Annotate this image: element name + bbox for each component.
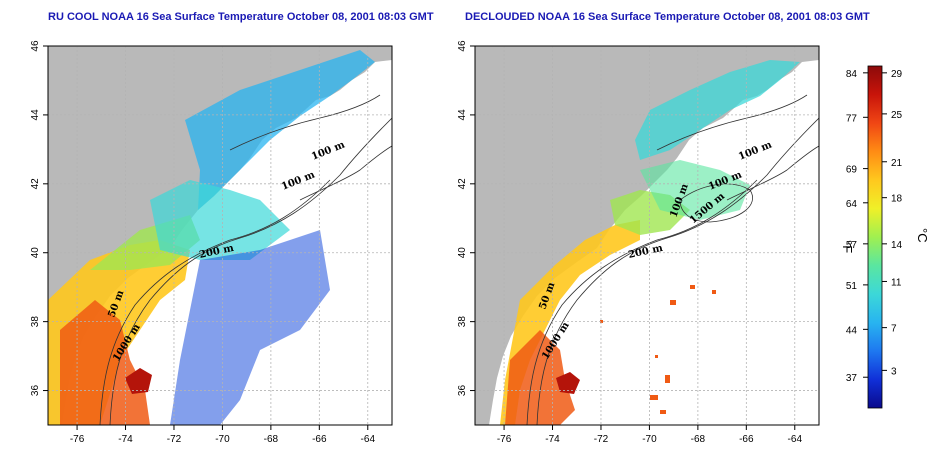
celsius-tick-label: 3	[891, 366, 897, 377]
celsius-tick-label: 11	[891, 277, 902, 288]
celsius-unit-label: °C	[915, 228, 930, 243]
left-x-tick-label: -66	[312, 434, 327, 445]
celsius-tick-label: 18	[891, 194, 903, 205]
right-map-contours	[526, 94, 819, 425]
right-y-tick-label: 44	[457, 109, 468, 121]
right-x-tick-label: -66	[739, 434, 754, 445]
right-x-tick-label: -64	[788, 434, 803, 445]
right-y-tick-label: 46	[457, 40, 468, 52]
left-y-tick-label: 38	[30, 316, 41, 328]
fahrenheit-tick-label: 57	[846, 240, 858, 251]
left-map-sst-blue	[170, 230, 330, 425]
celsius-tick-label: 21	[891, 158, 903, 169]
left-map-sst-hot	[60, 300, 150, 425]
left-x-tick-label: -74	[118, 434, 133, 445]
fahrenheit-tick-label: 84	[846, 69, 858, 80]
left-map-axis-ticks: -76 -74 -72 -70 -68 -66 -64 36 38 40 42 44 46	[30, 40, 375, 445]
right-map-sst-cool2	[640, 160, 750, 220]
right-map-sst-patches	[600, 285, 716, 414]
right-map-grid	[475, 46, 819, 425]
colorbar-ticks: 84 77 69 64 57 51 44 37 29 25 21 18 14 11 7 3	[846, 69, 903, 384]
celsius-tick-label: 29	[891, 69, 903, 80]
right-map-land	[475, 46, 819, 425]
left-map-contours	[99, 94, 392, 425]
left-y-tick-label: 40	[30, 247, 41, 259]
right-y-tick-label: 40	[457, 247, 468, 259]
fahrenheit-tick-label: 44	[846, 325, 858, 336]
right-x-tick-label: -68	[691, 434, 706, 445]
colorbar-gradient	[867, 65, 883, 409]
left-map-grid	[48, 46, 392, 425]
left-map-sst-cool	[185, 50, 375, 210]
celsius-tick-label: 14	[891, 240, 903, 251]
right-x-tick-label: -70	[642, 434, 657, 445]
right-x-tick-label: -72	[594, 434, 609, 445]
right-y-tick-label: 42	[457, 178, 468, 190]
left-map-land	[48, 46, 392, 425]
left-x-tick-label: -70	[215, 434, 230, 445]
left-x-tick-label: -72	[167, 434, 182, 445]
right-y-tick-label: 38	[457, 316, 468, 328]
left-map-title: RU COOL NOAA 16 Sea Surface Temperature …	[48, 11, 434, 23]
right-map-frame	[474, 45, 820, 426]
fahrenheit-tick-label: 77	[846, 113, 858, 124]
left-y-tick-label: 36	[30, 385, 41, 397]
left-x-tick-label: -68	[264, 434, 279, 445]
left-x-tick-label: -76	[70, 434, 85, 445]
right-map: 100 m 100 m 100 m 200 m 50 m 1000 m 1500…	[457, 40, 820, 445]
colorbar: 84 77 69 64 57 51 44 37 29 25 21 18 14 11 7 3 °F °C	[840, 65, 930, 409]
right-map-sst-hot	[505, 330, 575, 425]
fahrenheit-tick-label: 37	[846, 373, 858, 384]
left-x-tick-label: -64	[361, 434, 376, 445]
celsius-tick-label: 25	[891, 110, 903, 121]
right-map-sst-hotspot	[556, 372, 580, 394]
left-y-tick-label: 42	[30, 178, 41, 190]
left-y-tick-label: 44	[30, 109, 41, 121]
fahrenheit-tick-label: 64	[846, 199, 858, 210]
right-map-sst-cool	[635, 60, 800, 160]
right-x-tick-label: -74	[545, 434, 560, 445]
right-y-tick-label: 36	[457, 385, 468, 397]
right-x-tick-label: -76	[497, 434, 512, 445]
fahrenheit-unit-label: °F	[840, 240, 855, 253]
right-map-axis-ticks: -76 -74 -72 -70 -68 -66 -64 36 38 40 42 44 46	[457, 40, 802, 445]
celsius-tick-label: 7	[891, 324, 897, 335]
fahrenheit-tick-label: 51	[846, 281, 858, 292]
left-map-sst-hotspot	[125, 368, 152, 394]
left-map-sst-cyan	[150, 180, 290, 260]
left-y-tick-label: 46	[30, 40, 41, 52]
left-map: 100 m 100 m 200 m 50 m 1000 m -76 -74 -72-…	[30, 40, 393, 445]
fahrenheit-tick-label: 69	[846, 165, 858, 176]
right-map-title: DECLOUDED NOAA 16 Sea Surface Temperatur…	[465, 11, 870, 23]
left-map-frame	[47, 45, 393, 426]
